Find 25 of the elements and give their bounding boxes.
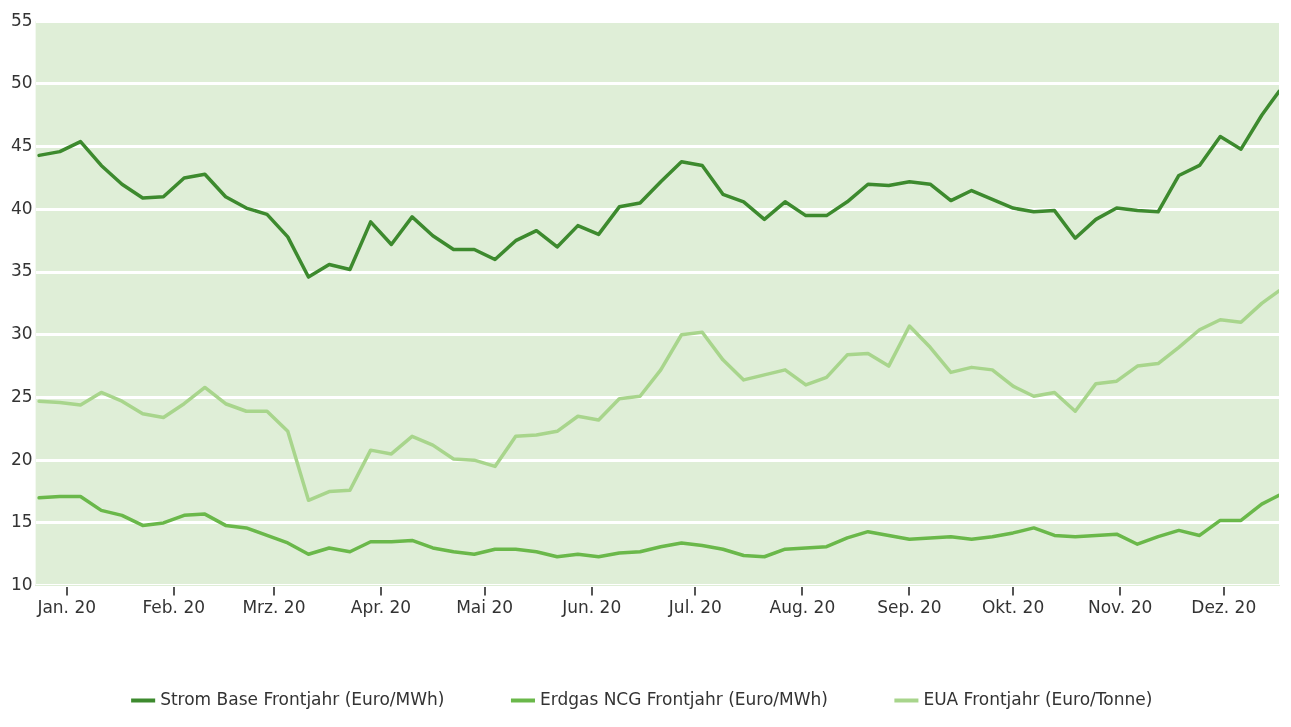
x-tick-label: Dez. 20: [1191, 597, 1257, 618]
x-tick-label: Jan. 20: [36, 597, 97, 618]
y-tick-label: 45: [10, 135, 33, 156]
x-tick-label: Aug. 20: [769, 597, 836, 618]
x-tick-label: Jul. 20: [667, 597, 722, 618]
x-tick-label: Okt. 20: [981, 597, 1045, 618]
y-tick-label: 30: [10, 323, 33, 344]
x-tick-label: Feb. 20: [142, 597, 206, 618]
x-tick-label: Jun. 20: [561, 597, 622, 618]
x-tick-label: Mrz. 20: [242, 597, 306, 618]
y-tick-label: 35: [10, 260, 33, 281]
x-tick-label: Sep. 20: [877, 597, 942, 618]
x-tick-label: Mai 20: [456, 597, 514, 618]
legend-label: Erdgas NCG Frontjahr (Euro/MWh): [539, 688, 828, 709]
x-tick-label: Nov. 20: [1087, 597, 1153, 618]
legend-label: Strom Base Frontjahr (Euro/MWh): [160, 688, 445, 709]
y-tick-label: 40: [10, 197, 33, 218]
y-tick-label: 15: [10, 511, 33, 532]
y-tick-label: 25: [10, 385, 33, 406]
y-tick-label: 10: [10, 574, 33, 595]
x-tick-label: Apr. 20: [350, 597, 412, 618]
legend-label: EUA Frontjahr (Euro/Tonne): [923, 688, 1153, 709]
y-tick-label: 20: [10, 448, 33, 469]
y-tick-label: 50: [10, 72, 33, 93]
y-tick-label: 55: [10, 9, 33, 30]
